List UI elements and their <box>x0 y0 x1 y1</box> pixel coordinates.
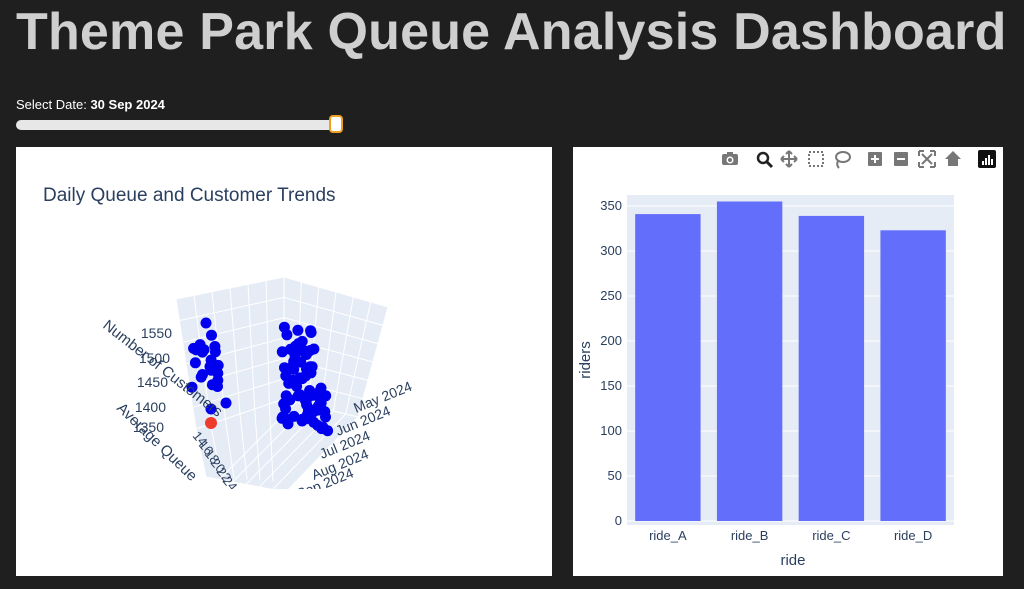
scatter-point[interactable] <box>284 394 296 406</box>
scatter-point[interactable] <box>186 381 198 393</box>
home-icon[interactable] <box>945 151 961 166</box>
bar-ride_B[interactable] <box>716 201 783 522</box>
scatter-point[interactable] <box>220 397 232 409</box>
bar-ride_D[interactable] <box>880 230 946 522</box>
scatter-point[interactable] <box>204 361 216 373</box>
scatter-point[interactable] <box>304 361 316 373</box>
scatter-point[interactable] <box>285 343 296 355</box>
bar-x-tick-label: ride_B <box>731 528 769 543</box>
scatter-point[interactable] <box>279 362 290 374</box>
z-tick-label: 1500 <box>139 350 170 366</box>
scene-points <box>186 317 334 437</box>
scatter-point[interactable] <box>200 317 212 329</box>
bar-x-tick-label: ride_C <box>812 528 850 543</box>
z-tick-label: 1450 <box>137 374 168 390</box>
lasso-icon[interactable] <box>835 151 851 169</box>
modebar <box>722 150 996 169</box>
scatter-point[interactable] <box>292 324 304 336</box>
bar-y-tick-label: 0 <box>615 513 622 528</box>
scatter-point[interactable] <box>302 391 314 403</box>
z-tick-label: 1550 <box>141 325 172 341</box>
bar-y-axis-label: riders <box>577 341 594 379</box>
scatter-point[interactable] <box>189 357 201 369</box>
camera-icon[interactable] <box>722 152 738 165</box>
zoom-out-icon[interactable] <box>894 152 908 166</box>
scatter-point[interactable] <box>320 411 331 423</box>
scene-clip <box>16 489 552 576</box>
bar-y-tick-label: 150 <box>600 378 622 393</box>
date-slider-handle[interactable] <box>329 115 343 133</box>
scatter-point[interactable] <box>317 421 329 433</box>
scatter-point[interactable] <box>212 359 224 371</box>
dashboard-title: Theme Park Queue Analysis Dashboard <box>16 3 1007 61</box>
scatter-point[interactable] <box>212 367 224 379</box>
scatter-point[interactable] <box>296 335 308 347</box>
date-slider-label: Select Date: 30 Sep 2024 <box>16 97 165 112</box>
scatter-point[interactable] <box>198 344 210 356</box>
bar-x-axis-label: ride <box>780 552 805 569</box>
scatter-point[interactable] <box>280 413 291 425</box>
zoom-icon[interactable] <box>756 151 774 169</box>
bar-y-tick-label: 300 <box>600 243 622 258</box>
bar-y-tick-label: 200 <box>600 333 622 348</box>
scatter-point[interactable] <box>206 379 218 391</box>
bar-x-tick-label: ride_D <box>894 528 932 543</box>
plotly-logo-icon[interactable] <box>978 150 996 168</box>
bar-series <box>635 201 946 522</box>
bar-y-tick-label: 50 <box>608 468 622 483</box>
bar-x-tick-label: ride_A <box>649 528 687 543</box>
z-axis-ticks: 1550 1500 1450 1400 1350 <box>133 325 172 435</box>
scatter-point[interactable] <box>288 410 300 422</box>
bar-y-tick-label: 250 <box>600 288 622 303</box>
scatter-point[interactable] <box>315 382 327 394</box>
bar-panel: 0 50 100 150 200 250 300 350 ride_A ride_B ride_C… <box>573 147 1003 576</box>
bar-ride_A[interactable] <box>635 214 701 521</box>
zoom-in-icon[interactable] <box>868 152 882 166</box>
autoscale-icon[interactable] <box>918 150 936 168</box>
scatter-point[interactable] <box>205 403 217 415</box>
pan-icon[interactable] <box>780 150 798 168</box>
highlight-point[interactable] <box>205 417 217 429</box>
scatter-point[interactable] <box>296 415 308 427</box>
scatter-point[interactable] <box>206 329 217 341</box>
scatter-point[interactable] <box>188 342 200 354</box>
z-tick-label: 1400 <box>135 399 166 415</box>
bar-x-ticks: ride_A ride_B ride_C ride_D <box>649 528 932 543</box>
scatter-point[interactable] <box>305 325 317 337</box>
z-tick-label: 1350 <box>133 419 164 435</box>
scatter3d-title: Daily Queue and Customer Trends <box>43 185 336 206</box>
bar-y-tick-label: 100 <box>600 423 622 438</box>
scatter-point[interactable] <box>197 369 208 380</box>
scatter3d-panel: Daily Queue and Customer Trends 1550 1500… <box>16 147 552 576</box>
scatter-point[interactable] <box>278 321 290 333</box>
scatter3d-chart[interactable]: Daily Queue and Customer Trends 1550 1500… <box>16 147 552 576</box>
date-slider-track[interactable] <box>16 120 338 130</box>
scatter-point[interactable] <box>313 400 324 412</box>
bar-ride_C[interactable] <box>798 215 865 521</box>
date-slider-label-text: Select Date: <box>16 97 87 112</box>
bar-chart[interactable]: 0 50 100 150 200 250 300 350 ride_A ride_B ride_C… <box>573 147 1003 576</box>
bar-y-ticks: 0 50 100 150 200 250 300 350 <box>600 198 622 528</box>
bar-y-tick-label: 350 <box>600 198 622 213</box>
scatter-point[interactable] <box>283 377 295 389</box>
box-select-icon[interactable] <box>808 151 824 167</box>
scatter-point[interactable] <box>209 346 221 358</box>
date-slider-value: 30 Sep 2024 <box>90 97 165 112</box>
scatter-point[interactable] <box>304 345 316 356</box>
